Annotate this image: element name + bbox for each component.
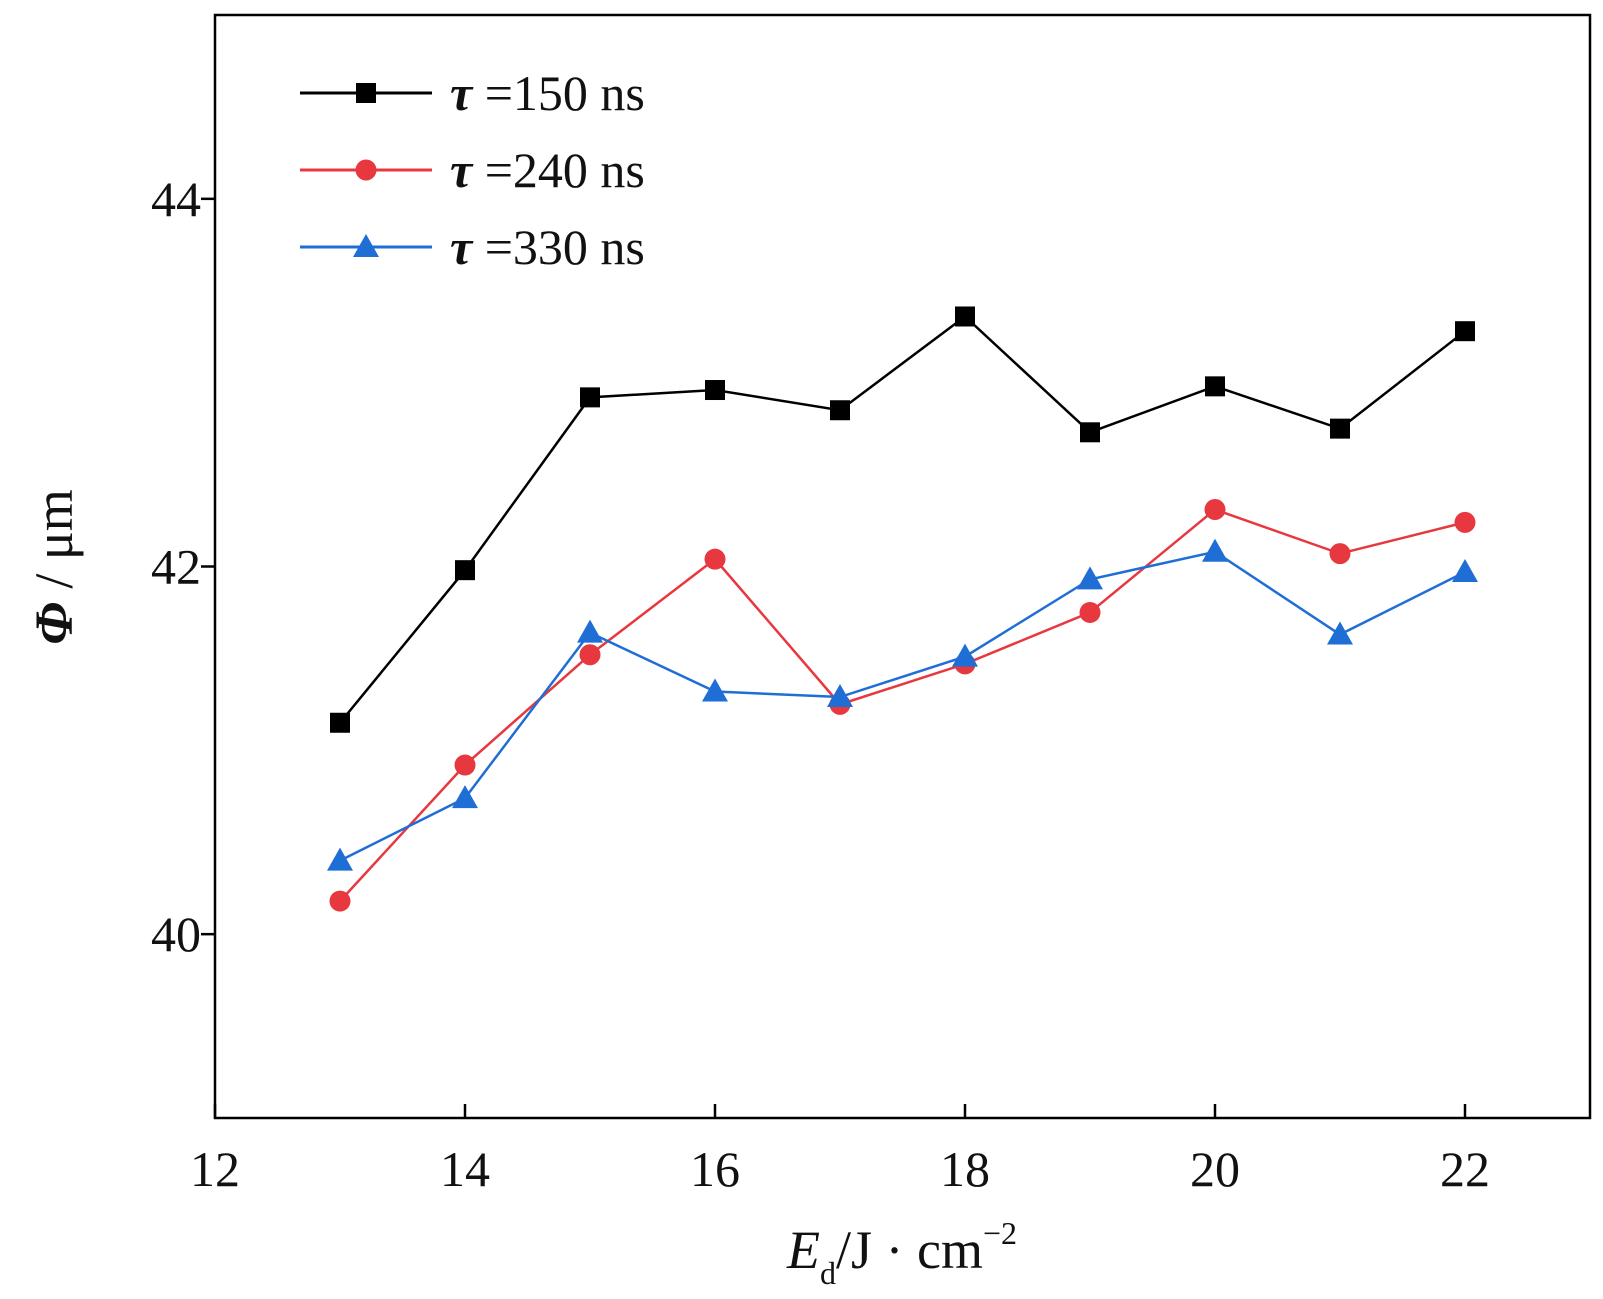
data-point (827, 684, 853, 708)
series-1 (329, 499, 1476, 912)
legend-entry: τ =150 ns (300, 65, 645, 121)
data-point (577, 619, 603, 643)
data-point (579, 644, 601, 666)
data-point (1329, 543, 1351, 565)
legend-entry: τ =330 ns (300, 219, 645, 275)
axis-ticks: 12 14 16 18 20 22 40 42 44 (151, 171, 1490, 1197)
x-axis-title-rest: /J · cm (836, 1220, 983, 1280)
legend-value: =240 ns (472, 142, 645, 198)
x-tick-label: 20 (1190, 1141, 1240, 1197)
data-point (327, 847, 353, 871)
legend-label: τ =240 ns (450, 142, 645, 198)
legend: τ =150 nsτ =240 nsτ =330 ns (300, 65, 645, 275)
data-point (1202, 538, 1228, 562)
x-axis-title-main: E (786, 1220, 820, 1280)
x-tick-label: 14 (440, 1141, 490, 1197)
data-point (455, 560, 475, 581)
legend-label: τ =150 ns (450, 65, 645, 121)
data-point (329, 890, 351, 912)
y-tick-label: 40 (151, 906, 201, 962)
series-line (339, 550, 1466, 862)
x-tick-label: 22 (1440, 1141, 1490, 1197)
data-point (1080, 422, 1100, 443)
data-point (705, 380, 725, 401)
data-point (452, 785, 478, 809)
x-axis-title-sub: d (820, 1255, 836, 1291)
legend-symbol: τ (450, 142, 474, 198)
data-point (1204, 499, 1226, 521)
data-point (952, 643, 978, 667)
data-point (1455, 321, 1475, 342)
data-point (580, 387, 600, 408)
y-axis-title-rest: / μm (24, 489, 84, 602)
series-layer (327, 306, 1478, 912)
legend-symbol: τ (450, 65, 474, 121)
data-point (1452, 559, 1478, 583)
plot-frame (213, 13, 1592, 1120)
data-point (830, 400, 850, 421)
x-tick-label: 18 (940, 1141, 990, 1197)
legend-marker (356, 83, 376, 103)
legend-marker (355, 159, 377, 181)
data-point (1079, 601, 1101, 623)
data-point (1077, 566, 1103, 590)
legend-marker (353, 234, 379, 257)
data-point (1454, 511, 1476, 533)
data-point (454, 754, 476, 776)
data-point (1330, 418, 1350, 439)
legend-entry: τ =240 ns (300, 142, 645, 198)
x-axis-title-sup: −2 (983, 1215, 1017, 1251)
series-2 (327, 538, 1478, 871)
y-axis-title: Φ / μm (24, 489, 84, 645)
legend-label: τ =330 ns (450, 219, 645, 275)
x-tick-label: 12 (190, 1141, 240, 1197)
legend-value: =150 ns (472, 65, 645, 121)
data-point (702, 678, 728, 702)
legend-value: =330 ns (472, 219, 645, 275)
series-line (339, 314, 1466, 724)
y-tick-label: 44 (151, 171, 201, 227)
data-point (330, 712, 350, 733)
data-point (704, 548, 726, 570)
y-tick-label: 42 (151, 539, 201, 595)
x-tick-label: 16 (690, 1141, 740, 1197)
x-axis-title: Ed/J · cm−2 (786, 1215, 1017, 1291)
legend-symbol: τ (450, 219, 474, 275)
y-axis-title-main: Φ (24, 602, 84, 645)
series-0 (330, 306, 1475, 733)
data-point (1327, 621, 1353, 645)
series-line (339, 508, 1466, 902)
data-point (1205, 376, 1225, 397)
data-point (955, 306, 975, 327)
